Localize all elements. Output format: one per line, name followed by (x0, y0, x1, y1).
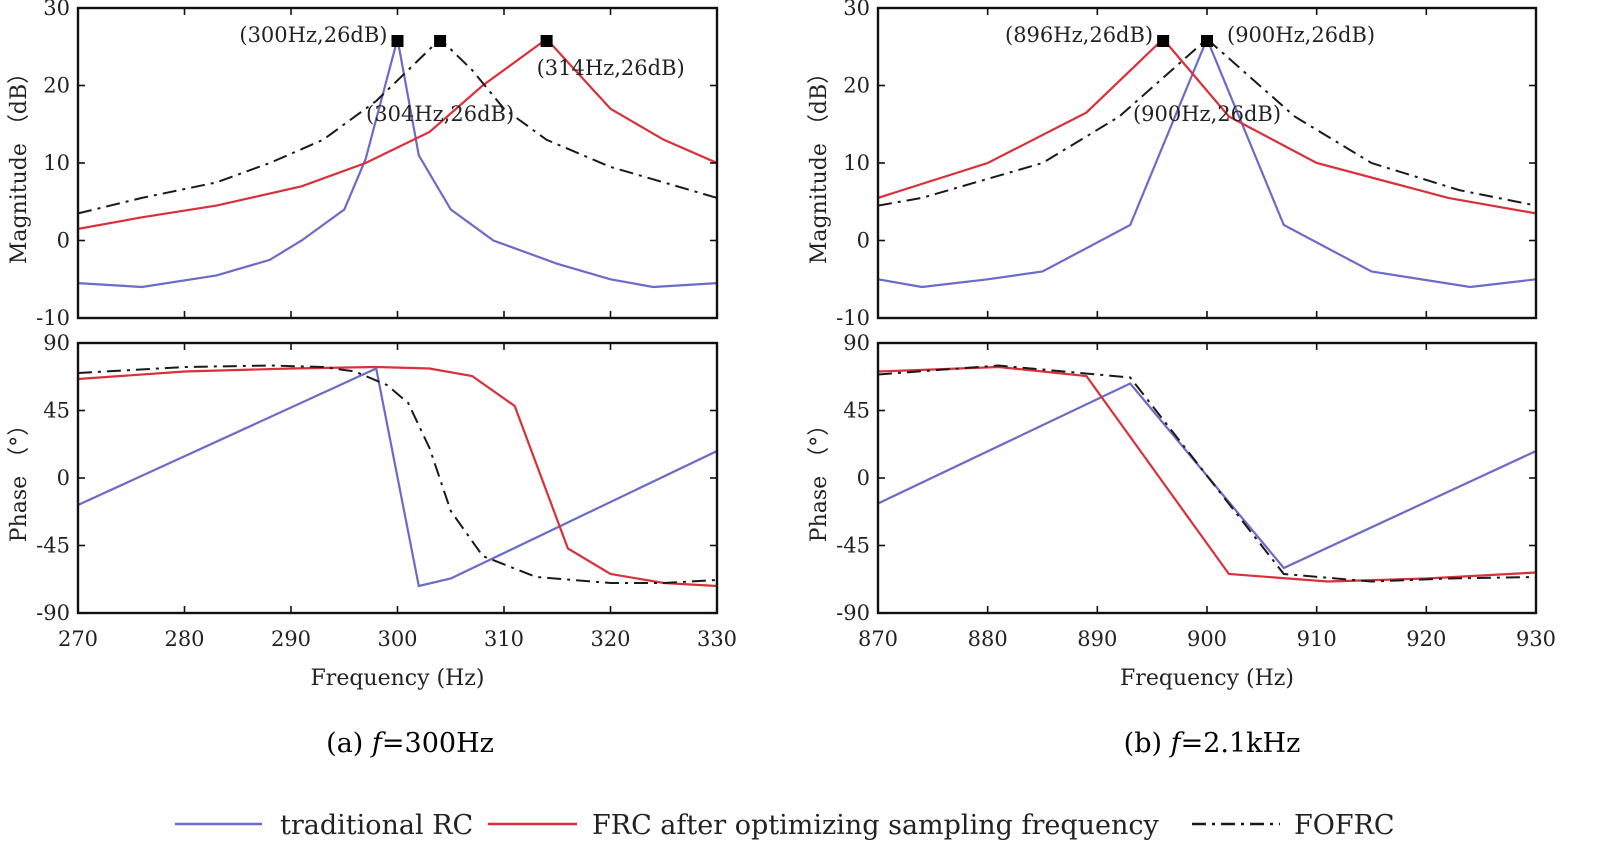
y-tick-label: 10 (843, 151, 870, 175)
x-tick-label: 890 (1077, 627, 1117, 651)
x-tick-label: 870 (858, 627, 898, 651)
x-tick-label: 920 (1406, 627, 1446, 651)
legend-label-traditional: traditional RC (280, 810, 473, 841)
caption-suffix: =300Hz (382, 728, 494, 759)
magnitude-series-fofrc (878, 37, 1536, 207)
chart-panel-a: -10 0 10 20 30 Magnitude （dB） (300Hz,26dB) (304… (7, 0, 737, 759)
magnitude-plot: -10 0 10 20 30 Magnitude （dB） (300Hz,26dB) (304… (7, 0, 719, 330)
caption-suffix: =2.1kHz (1181, 728, 1301, 759)
phase-series-traditional (78, 366, 717, 588)
y-tick-label: 90 (843, 331, 870, 355)
panel-caption: (b) f=2.1kHz (1124, 728, 1301, 759)
x-tick-label: 310 (484, 627, 524, 651)
x-tick-label: 930 (1516, 627, 1556, 651)
phase-plot: -90 -45 0 45 90 Phase （°） (7, 331, 719, 625)
x-tick-label: 270 (58, 627, 98, 651)
magnitude-y-axis-label: Magnitude （dB） (7, 62, 32, 264)
y-tick-label: 0 (57, 229, 70, 253)
legend: traditional RC FRC after optimizing sampl… (175, 810, 1395, 841)
legend-label-frc: FRC after optimizing sampling frequency (592, 810, 1159, 841)
y-tick-label: 30 (43, 0, 70, 20)
y-tick-label: -90 (36, 601, 70, 625)
x-axis-label: Frequency (Hz) (1120, 666, 1294, 691)
y-tick-label: 0 (857, 229, 870, 253)
y-tick-label: 0 (57, 466, 70, 490)
x-tick-label: 300 (377, 627, 417, 651)
peak-marker (391, 35, 404, 47)
x-axis-label: Frequency (Hz) (311, 666, 485, 691)
magnitude-axes-frame (876, 6, 1538, 320)
peak-annotation: (900Hz,26dB) (1133, 102, 1281, 126)
y-tick-label: -45 (836, 534, 870, 558)
y-tick-label: 20 (843, 74, 870, 98)
phase-axes-frame (876, 341, 1538, 615)
peak-annotation: (900Hz,26dB) (1227, 23, 1375, 47)
phase-series-frc (78, 365, 717, 588)
magnitude-series-traditional (878, 36, 1536, 289)
peak-marker (540, 35, 553, 47)
x-tick-label: 900 (1187, 627, 1227, 651)
peak-annotation: (304Hz,26dB) (366, 102, 514, 126)
x-tick-label: 330 (697, 627, 737, 651)
x-tick-label: 880 (968, 627, 1008, 651)
magnitude-axes-frame (76, 6, 719, 320)
peak-marker (1157, 35, 1170, 47)
magnitude-plot: -10 0 10 20 30 Magnitude （dB） (896Hz,26dB) (900… (807, 0, 1538, 330)
peak-annotation: (314Hz,26dB) (537, 56, 685, 80)
y-tick-label: 10 (43, 151, 70, 175)
y-tick-label: 20 (43, 74, 70, 98)
y-tick-label: 45 (843, 399, 870, 423)
y-tick-label: 90 (43, 331, 70, 355)
phase-y-axis-label: Phase （°） (807, 414, 832, 542)
x-tick-label: 280 (164, 627, 204, 651)
legend-label-fofrc: FOFRC (1294, 810, 1395, 841)
magnitude-series-frc (78, 37, 717, 230)
magnitude-series-fofrc (78, 37, 717, 215)
y-tick-label: 30 (843, 0, 870, 20)
magnitude-y-axis-label: Magnitude （dB） (807, 62, 832, 264)
peak-annotation: (896Hz,26dB) (1005, 23, 1153, 47)
peak-marker (434, 35, 447, 47)
chart-panel-b: -10 0 10 20 30 Magnitude （dB） (896Hz,26dB) (900… (807, 0, 1556, 759)
y-tick-label: 0 (857, 466, 870, 490)
caption-prefix: (a) (326, 728, 372, 759)
x-tick-label: 910 (1297, 627, 1337, 651)
phase-y-axis-label: Phase （°） (7, 414, 32, 542)
caption-prefix: (b) (1124, 728, 1171, 759)
magnitude-series-frc (878, 37, 1536, 215)
y-tick-label: -10 (836, 306, 870, 330)
panel-caption: (a) f=300Hz (326, 728, 494, 759)
phase-series-fofrc (878, 364, 1536, 583)
peak-marker (1201, 35, 1213, 47)
caption-italic: f (1169, 728, 1185, 759)
phase-series-fofrc (78, 364, 717, 584)
y-tick-label: -45 (36, 534, 70, 558)
y-tick-label: -90 (836, 601, 870, 625)
y-tick-label: 45 (43, 399, 70, 423)
x-tick-label: 320 (590, 627, 630, 651)
peak-annotation: (300Hz,26dB) (239, 23, 387, 47)
x-tick-label: 290 (271, 627, 311, 651)
y-tick-label: -10 (36, 306, 70, 330)
phase-plot: -90 -45 0 45 90 Phase （°） (807, 331, 1538, 625)
